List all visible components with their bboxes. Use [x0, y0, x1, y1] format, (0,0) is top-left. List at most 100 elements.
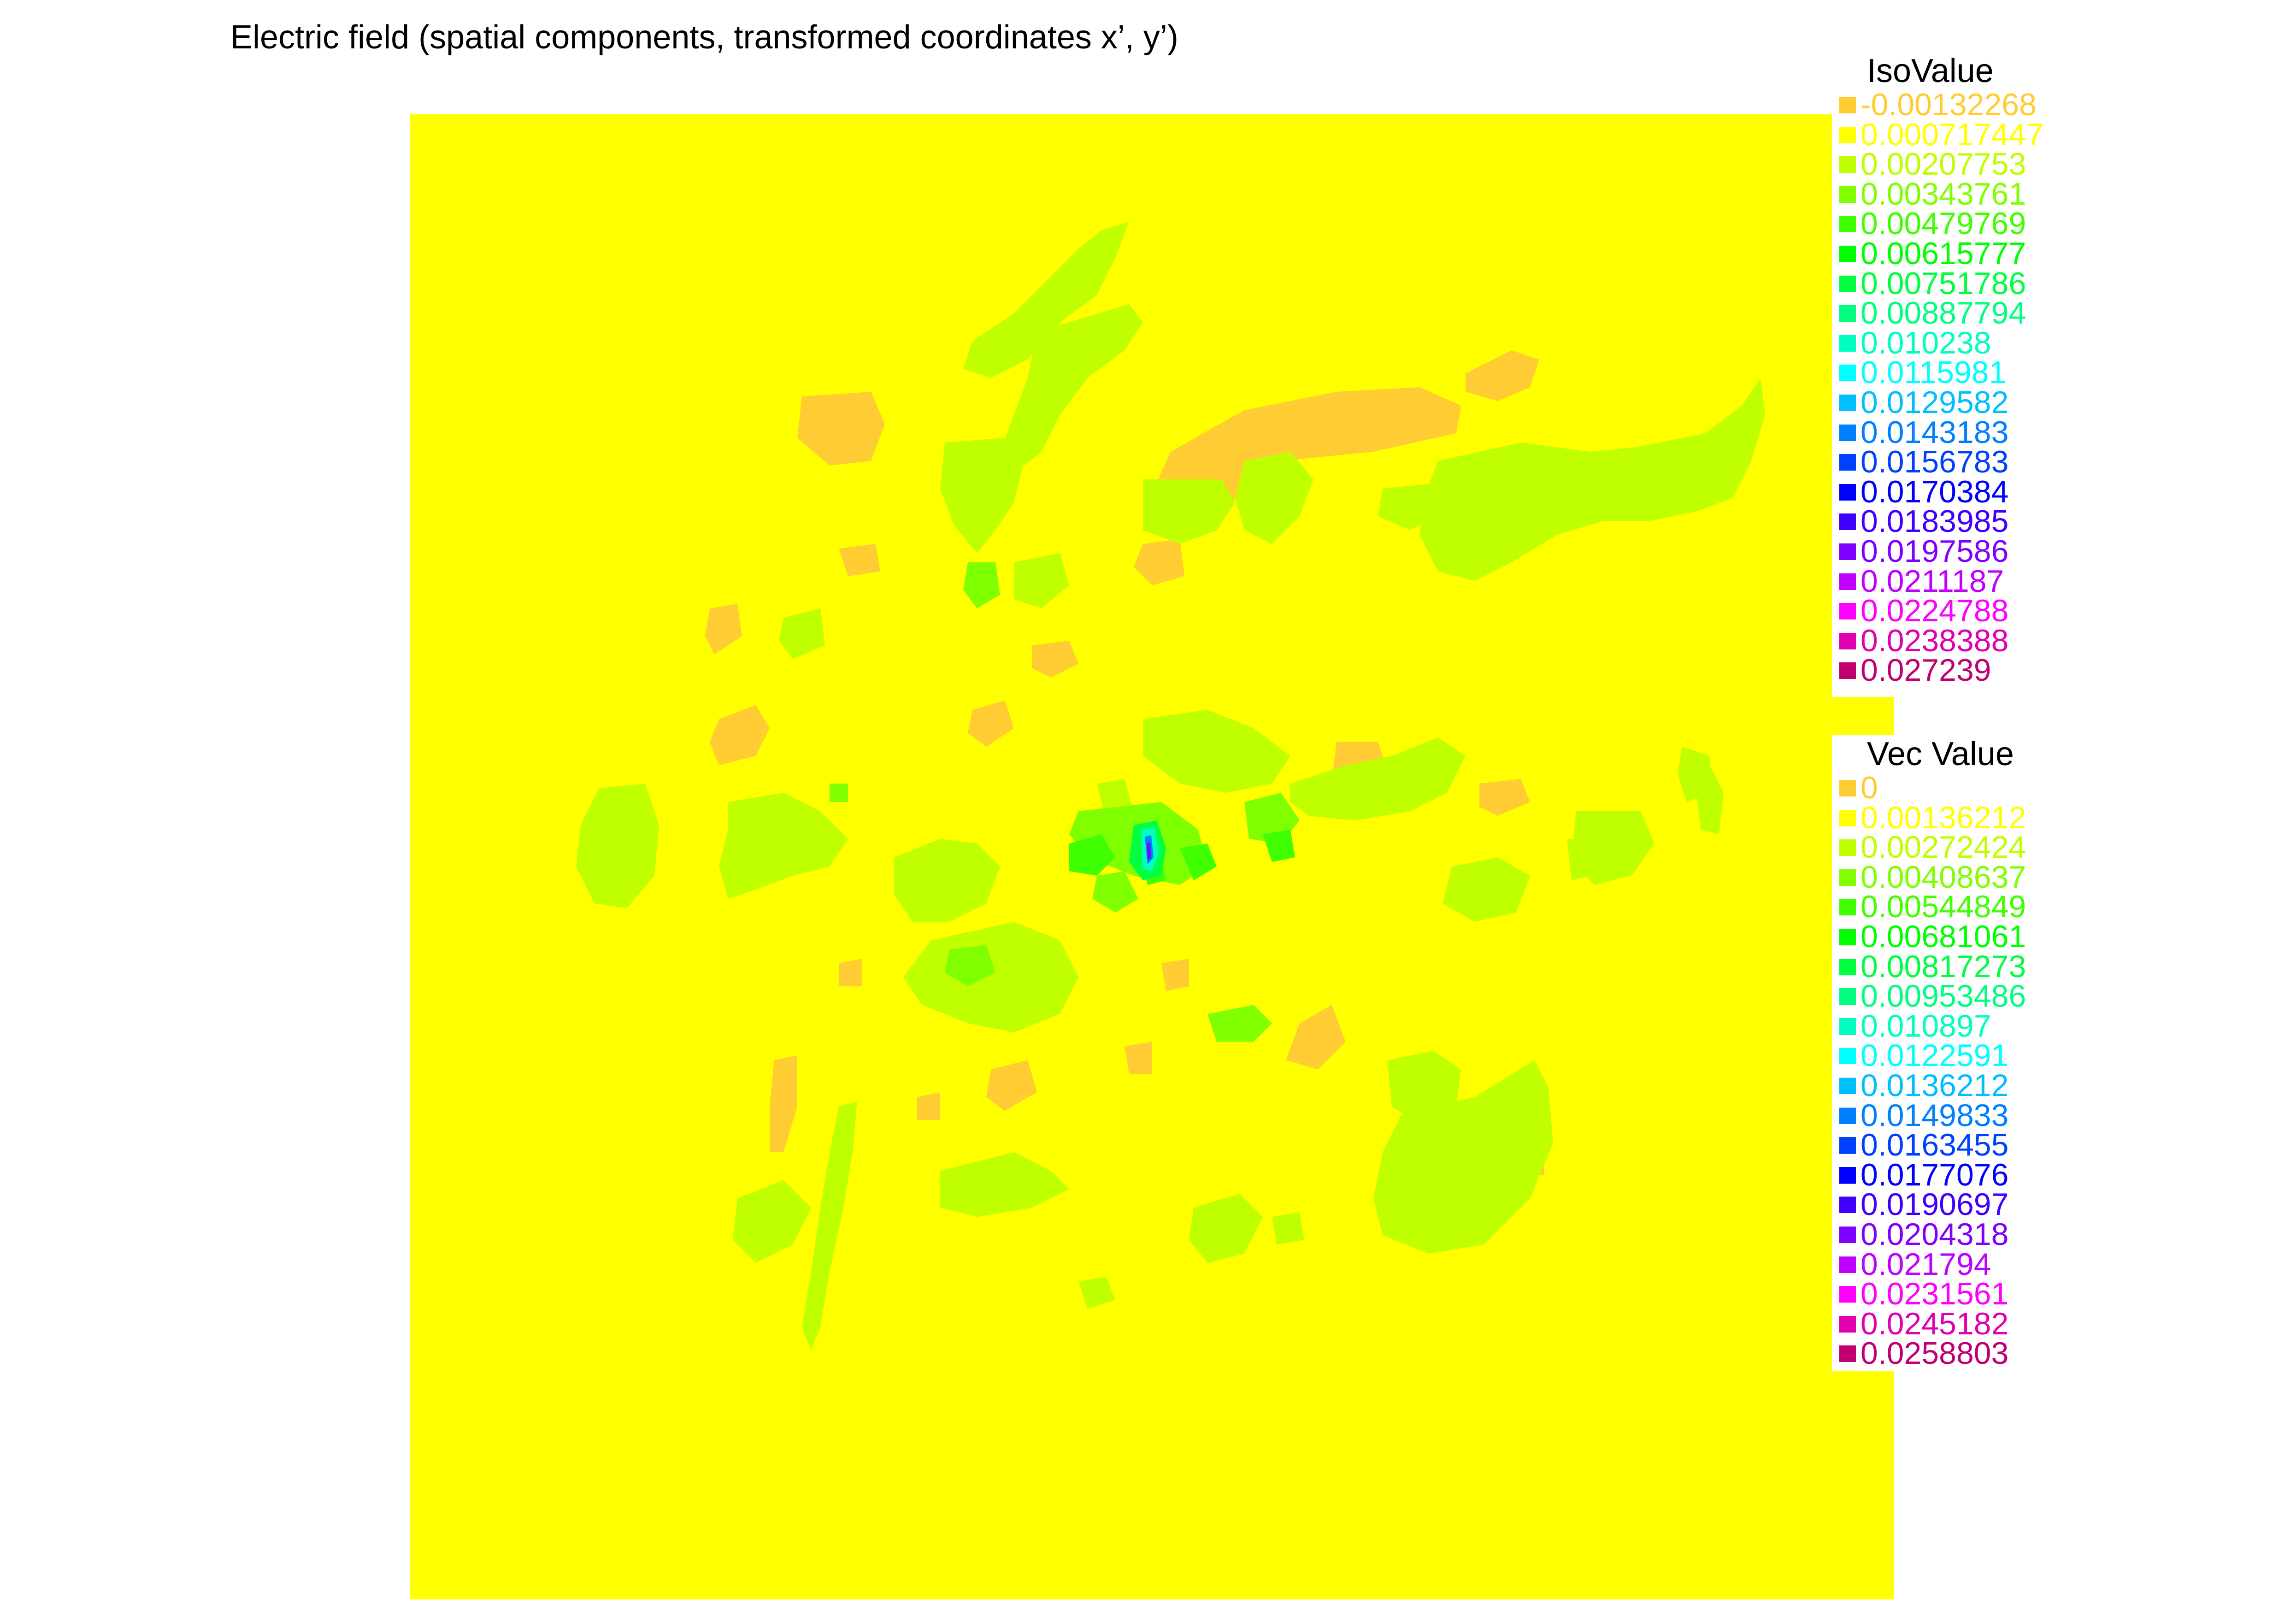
- vec-legend-label: 0.0136212: [1860, 1068, 2009, 1103]
- green-region: [940, 438, 1023, 553]
- mid-green-region: [1207, 1005, 1272, 1042]
- green-region: [940, 1152, 1069, 1217]
- vec-legend-title: Vec Value: [1867, 736, 2014, 773]
- iso-legend-label: 0.00343761: [1860, 176, 2026, 212]
- vec-legend-swatch: [1839, 899, 1856, 916]
- green-region: [1143, 710, 1290, 793]
- orange-region: [839, 544, 880, 576]
- iso-green-regions: [576, 221, 1765, 1351]
- green-region: [1272, 1212, 1304, 1245]
- vec-legend-swatch: [1839, 1137, 1856, 1154]
- green-region: [733, 1180, 811, 1263]
- iso-legend-swatch: [1839, 454, 1856, 471]
- iso-legend-swatch: [1839, 97, 1856, 113]
- green-region: [963, 221, 1129, 378]
- orange-region: [1286, 1005, 1346, 1069]
- iso-legend-label: 0.00479769: [1860, 206, 2026, 242]
- orange-region: [710, 705, 770, 765]
- iso-legend-swatch: [1839, 216, 1856, 233]
- orange-region: [1032, 641, 1078, 678]
- green-region: [1235, 452, 1313, 544]
- green-region: [802, 1102, 857, 1351]
- orange-region: [1134, 539, 1184, 585]
- vec-legend-label: 0.0177076: [1860, 1157, 2009, 1192]
- orange-region: [1124, 1042, 1152, 1074]
- green-region: [1696, 756, 1724, 834]
- iso-legend-label: 0.027239: [1860, 653, 1991, 688]
- iso-legend-swatch: [1839, 603, 1856, 620]
- iso-legend-swatch: [1839, 513, 1856, 531]
- iso-legend-swatch: [1839, 424, 1856, 441]
- vec-legend-label: 0.0231561: [1860, 1276, 2009, 1312]
- vec-legend-swatch: [1839, 1286, 1856, 1303]
- iso-legend-label: 0.0115981: [1860, 355, 2007, 390]
- vec-legend-swatch: [1839, 1048, 1856, 1065]
- vec-legend-label: 0.00408637: [1860, 859, 2026, 895]
- orange-region: [839, 959, 862, 986]
- green-region: [1373, 1060, 1553, 1254]
- mid-green-region: [1092, 871, 1138, 913]
- orange-region: [1479, 779, 1530, 816]
- iso-legend-swatch: [1839, 632, 1856, 649]
- iso-legend-label: 0.0170384: [1860, 474, 2009, 509]
- vec-legend-label: 0.00544849: [1860, 889, 2026, 925]
- iso-legend-label: 0.00615777: [1860, 236, 2026, 271]
- vec-legend-swatch: [1839, 869, 1856, 886]
- vec-legend-label: 0.0190697: [1860, 1187, 2009, 1222]
- iso-legend-label: 0.0143183: [1860, 414, 2009, 450]
- vec-legend-label: 0.010897: [1860, 1008, 1991, 1044]
- iso-legend-label: 0.00207753: [1860, 147, 2026, 182]
- iso-legend-swatch: [1839, 245, 1856, 262]
- core-region: [1147, 843, 1151, 860]
- iso-legend-swatch: [1839, 305, 1856, 322]
- iso-legend-swatch: [1839, 662, 1856, 679]
- bright-green-region: [1069, 834, 1115, 876]
- green-region: [719, 793, 848, 899]
- vec-legend-swatch: [1839, 1315, 1856, 1333]
- iso-legend-title: IsoValue: [1867, 53, 1994, 89]
- iso-legend-label: 0.000717447: [1860, 117, 2044, 152]
- iso-legend-label: 0.0183985: [1860, 504, 2009, 539]
- green-region: [1078, 1277, 1115, 1309]
- chart-title: Electric field (spatial components, tran…: [230, 19, 1178, 56]
- vec-legend-label: 0.021794: [1860, 1246, 1991, 1282]
- bright-green-region: [1263, 830, 1295, 862]
- vec-legend-label: 0.0258803: [1860, 1336, 2009, 1371]
- iso-legend-swatch: [1839, 126, 1856, 143]
- orange-region: [770, 1056, 797, 1152]
- vec-legend-label: 0.00817273: [1860, 949, 2026, 984]
- vec-legend-label: 0.0163455: [1860, 1127, 2009, 1163]
- green-region: [779, 608, 825, 659]
- vec-legend-swatch: [1839, 839, 1856, 856]
- iso-legend-swatch: [1839, 365, 1856, 382]
- mid-green-region: [963, 562, 1000, 608]
- orange-region: [1152, 387, 1461, 525]
- negative-iso-regions: [705, 350, 1544, 1175]
- iso-legend-swatch: [1839, 484, 1856, 501]
- vec-legend-label: 0.00272424: [1860, 830, 2026, 865]
- green-region: [576, 784, 659, 908]
- iso-legend-label: 0.0129582: [1860, 384, 2009, 420]
- green-region: [1189, 1194, 1263, 1263]
- vec-legend-swatch: [1839, 1018, 1856, 1035]
- orange-region: [797, 392, 885, 466]
- iso-legend-label: 0.0224788: [1860, 593, 2009, 629]
- green-region: [894, 839, 1000, 922]
- iso-bright-green-regions: [1069, 830, 1295, 885]
- bright-green-region: [1180, 843, 1217, 880]
- iso-legend-label: 0.0156783: [1860, 444, 2009, 480]
- iso-legend-swatch: [1839, 543, 1856, 560]
- vec-legend-label: 0.00953486: [1860, 979, 2026, 1014]
- vec-legend-label: 0.00136212: [1860, 800, 2026, 835]
- iso-legend-label: 0.0197586: [1860, 533, 2009, 569]
- iso-legend-swatch: [1839, 394, 1856, 411]
- vec-legend-swatch: [1839, 1256, 1856, 1273]
- iso-legend: IsoValue -0.00132268 0.000717447 0.0020775…: [1832, 52, 2043, 697]
- green-region: [1000, 304, 1143, 470]
- green-region: [1442, 857, 1530, 922]
- mid-green-region: [830, 784, 848, 802]
- vec-legend-swatch: [1839, 780, 1856, 796]
- vec-legend-swatch: [1839, 809, 1856, 826]
- iso-legend-label: -0.00132268: [1860, 87, 2037, 122]
